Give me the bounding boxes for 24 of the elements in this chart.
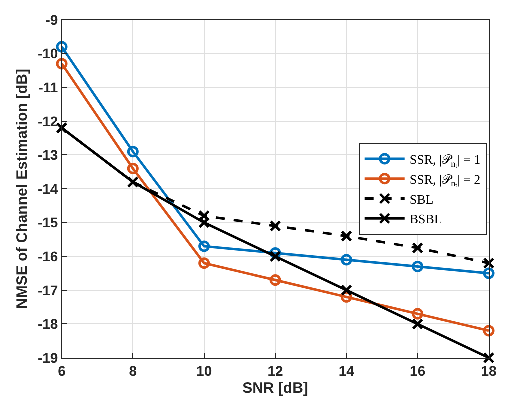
x-axis-title: SNR [dB] [242,380,308,397]
y-tick-label: -15 [38,214,58,231]
y-tick-label: -14 [38,180,58,197]
y-tick-label: -13 [38,147,58,164]
x-tick-label: 16 [410,362,426,379]
y-tick-label: -18 [38,316,58,332]
legend-label: SBL [410,192,434,207]
x-tick-label: 6 [58,362,66,379]
y-tick-label: -16 [38,248,58,264]
legend-label: SSR, |𝒫$_{nₜ}$| = 2 [410,172,481,189]
y-axis-title: NMSE of Channel Estimation [dB] [14,68,32,309]
y-tick-label: -10 [38,46,58,62]
y-tick-label: -17 [38,282,58,298]
y-tick-label: -19 [38,350,58,366]
legend-label: SSR, |𝒫$_{nₜ}$| = 1 [410,152,481,169]
x-tick-label: 10 [196,362,212,379]
y-tick-label: -12 [38,113,58,130]
legend-label: BSBL [410,212,442,227]
y-tick-label: -11 [38,80,58,96]
x-tick-label: 12 [268,362,284,379]
x-tick-label: 18 [481,362,497,379]
x-tick-label: 14 [338,362,355,379]
y-tick-label: -9 [46,12,58,28]
x-tick-label: 8 [129,362,138,379]
